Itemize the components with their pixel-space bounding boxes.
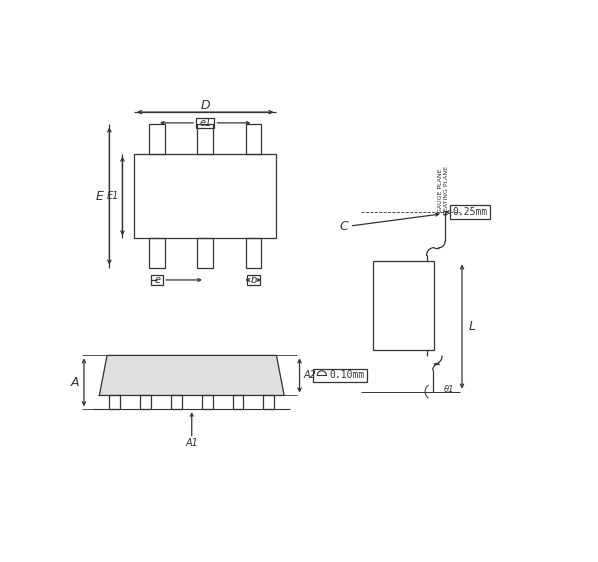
Text: A: A (71, 376, 80, 389)
Bar (202, 396, 212, 409)
Text: A1: A1 (185, 438, 198, 448)
Bar (150, 238, 165, 268)
Text: 0.25mm: 0.25mm (452, 207, 487, 217)
Text: e1: e1 (199, 118, 211, 128)
Bar (263, 396, 274, 409)
Text: GAUGE PLANE: GAUGE PLANE (438, 169, 443, 213)
Bar (196, 118, 215, 128)
Text: E: E (95, 189, 103, 202)
Bar (246, 238, 261, 268)
Text: SEATING PLANE: SEATING PLANE (444, 166, 449, 215)
Bar (313, 369, 367, 382)
Bar (197, 124, 212, 153)
Bar (246, 124, 261, 153)
Text: L: L (468, 320, 475, 333)
Text: A2: A2 (303, 370, 316, 380)
Bar (151, 275, 163, 285)
Bar (150, 124, 165, 153)
Bar (134, 153, 276, 238)
Text: 0.10mm: 0.10mm (329, 370, 364, 380)
Text: C: C (339, 220, 348, 233)
Text: θ1: θ1 (444, 385, 454, 394)
Text: D: D (200, 99, 210, 112)
Bar (233, 396, 243, 409)
Text: b: b (250, 275, 257, 285)
Bar (197, 238, 212, 268)
Bar (140, 396, 151, 409)
Text: E1: E1 (107, 191, 120, 201)
Bar (109, 396, 120, 409)
Bar (373, 261, 434, 350)
Text: e: e (154, 275, 160, 285)
Bar (171, 396, 182, 409)
Bar (247, 275, 260, 285)
Polygon shape (99, 355, 284, 396)
Bar (450, 205, 490, 219)
